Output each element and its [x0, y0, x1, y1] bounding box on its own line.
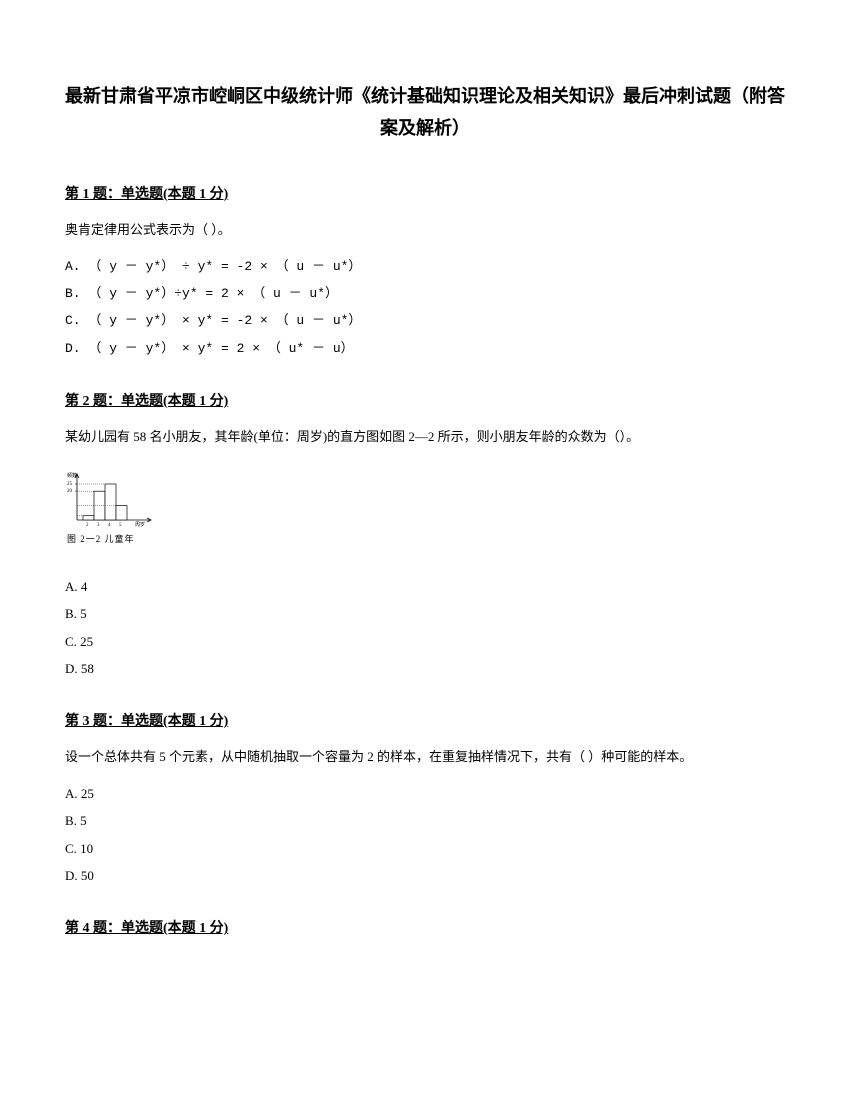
q1-text: 奥肯定律用公式表示为（ ）。	[65, 217, 785, 243]
q2-option-a: A. 4	[65, 573, 785, 600]
histogram-chart: 频数 25 20 2 3 4 5 周岁	[65, 470, 155, 530]
q1-option-c: C. （ y － y*） × y* = -2 × （ u － u*）	[65, 307, 785, 334]
q1-option-b: B. （ y － y*）÷y* = 2 × （ u － u*）	[65, 280, 785, 307]
svg-text:周岁: 周岁	[135, 521, 145, 528]
q3-text: 设一个总体共有 5 个元素，从中随机抽取一个容量为 2 的样本，在重复抽样情况下…	[65, 744, 785, 770]
svg-text:2: 2	[86, 523, 89, 528]
q4-header: 第 4 题：单选题(本题 1 分)	[65, 917, 785, 937]
q3-option-d: D. 50	[65, 862, 785, 889]
q2-option-d: D. 58	[65, 655, 785, 682]
q2-option-b: B. 5	[65, 600, 785, 627]
q2-text: 某幼儿园有 58 名小朋友，其年龄(单位：周岁)的直方图如图 2—2 所示，则小…	[65, 424, 785, 450]
svg-text:25: 25	[67, 482, 73, 487]
svg-text:5: 5	[119, 523, 122, 528]
q1-header: 第 1 题：单选题(本题 1 分)	[65, 183, 785, 203]
q2-chart-container: 频数 25 20 2 3 4 5 周岁 图 2一2 儿童年	[65, 470, 785, 545]
svg-text:3: 3	[97, 523, 100, 528]
q3-option-a: A. 25	[65, 780, 785, 807]
q1-option-a: A. （ y － y*） ÷ y* = -2 × （ u － u*）	[65, 253, 785, 280]
page-title: 最新甘肃省平凉市崆峒区中级统计师《统计基础知识理论及相关知识》最后冲刺试题（附答…	[65, 80, 785, 145]
svg-text:20: 20	[67, 489, 73, 494]
svg-text:4: 4	[108, 523, 111, 528]
q2-header: 第 2 题：单选题(本题 1 分)	[65, 390, 785, 410]
q1-option-d: D. （ y － y*） × y* = 2 × （ u* － u）	[65, 335, 785, 362]
chart-caption: 图 2一2 儿童年	[67, 532, 785, 545]
q3-option-b: B. 5	[65, 807, 785, 834]
q3-header: 第 3 题：单选题(本题 1 分)	[65, 710, 785, 730]
q3-option-c: C. 10	[65, 835, 785, 862]
svg-text:频数: 频数	[67, 472, 77, 479]
q2-option-c: C. 25	[65, 628, 785, 655]
